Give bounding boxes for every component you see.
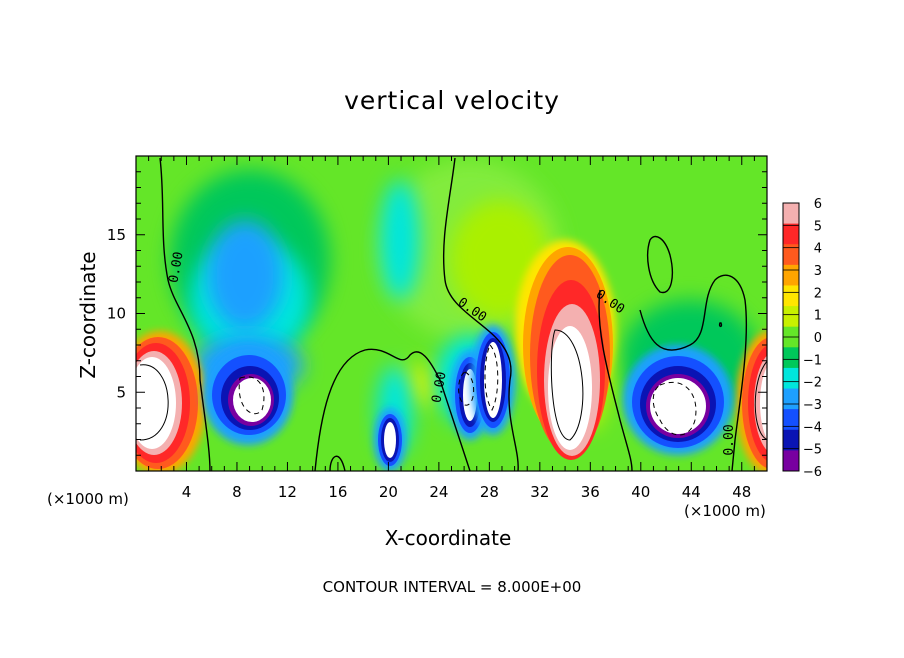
downdraft-4 [471, 325, 515, 435]
zero-contour-1 [442, 157, 519, 471]
colorbar-label: −4 [803, 420, 822, 435]
positive-contour-1 [754, 360, 767, 440]
negative-contour-0 [238, 376, 265, 415]
colorbar-swatch [783, 285, 799, 307]
x-tick-label: 8 [232, 483, 242, 501]
colorbar-swatch [783, 244, 799, 266]
contour-interval-note: CONTOUR INTERVAL = 8.000E+00 [322, 578, 582, 596]
right-updraft [736, 331, 767, 471]
x-tick-label: 48 [732, 483, 751, 501]
colorbar-swatch [783, 388, 799, 410]
colorbar: 6 5 4 3 2 1 0 −1 −2 −3 −4 −5 −6 [782, 197, 822, 480]
x-unit-label-left: (×1000 m) [47, 490, 129, 508]
zero-contour-label: 0.00 [722, 424, 737, 455]
x-tick-label: 24 [429, 483, 448, 501]
colorbar-swatch [783, 223, 799, 245]
downdraft-5 [623, 345, 733, 455]
negative-contour-2 [484, 344, 499, 411]
downdraft-2-band-3 [384, 422, 396, 458]
x-axis-label: X-coordinate [384, 526, 512, 550]
negative-contour-1 [458, 371, 475, 406]
central-updraft [515, 240, 615, 460]
x-tick-label: 28 [480, 483, 499, 501]
colorbar-label: 5 [814, 219, 822, 234]
colorbar-label: −5 [803, 443, 822, 458]
colorbar-label: 1 [814, 309, 822, 324]
colorbar-label: −6 [803, 465, 822, 480]
colorbar-label: −2 [803, 376, 822, 391]
colorbar-label: 4 [814, 242, 822, 257]
colorbar-swatch [783, 450, 799, 472]
colorbar-swatch [783, 367, 799, 390]
x-tick-label: 40 [631, 483, 650, 501]
x-tick-label: 32 [530, 483, 549, 501]
colorbar-swatch [783, 409, 799, 431]
colorbar-swatch [783, 203, 799, 225]
velocity-field [136, 156, 767, 471]
zero-contour-2 [314, 348, 471, 471]
field-shade-2 [380, 180, 420, 300]
colorbar-label: 6 [814, 197, 822, 212]
right-updraft-band-4 [760, 366, 767, 440]
colorbar-label: −3 [803, 398, 822, 413]
y-tick-label: 15 [107, 226, 126, 244]
x-tick-label: 4 [182, 483, 192, 501]
zero-contour-7 [718, 322, 723, 328]
field-shade-5 [207, 220, 283, 330]
negative-contour-3 [652, 382, 697, 436]
zero-contour-label: 0.00 [166, 251, 186, 284]
colorbar-swatch [783, 429, 799, 451]
positive-contour-0 [139, 364, 169, 441]
zero-contour-0 [159, 157, 211, 471]
y-tick-label: 10 [107, 305, 126, 323]
chart-title: vertical velocity [344, 86, 560, 115]
left-updraft-band-4 [136, 357, 176, 449]
colorbar-label: 2 [814, 286, 822, 301]
positive-contour-2 [550, 329, 584, 441]
x-unit-label-right: (×1000 m) [684, 502, 766, 520]
y-tick-label: 5 [116, 383, 126, 401]
downdraft-1 [203, 345, 293, 445]
y-axis-label: Z-coordinate [76, 251, 100, 379]
zero-contour-label: 0.00 [429, 371, 449, 404]
downdraft-5-band-4 [650, 378, 706, 434]
colorbar-label: −1 [803, 353, 822, 368]
x-tick-label: 20 [379, 483, 398, 501]
colorbar-label: 0 [814, 331, 822, 346]
x-tick-label: 36 [581, 483, 600, 501]
zero-contour-6 [329, 455, 346, 471]
downdraft-2 [374, 408, 406, 471]
downdraft-4-band-3 [484, 342, 502, 418]
x-tick-label: 12 [278, 483, 297, 501]
colorbar-swatch [783, 264, 799, 286]
x-tick-label: 16 [328, 483, 347, 501]
zero-contour-3 [598, 289, 633, 471]
colorbar-swatch [783, 306, 799, 328]
colorbar-swatch [783, 347, 799, 369]
zero-contour-4 [639, 274, 748, 471]
left-updraft [136, 331, 206, 471]
central-updraft-band-5 [548, 326, 592, 450]
colorbar-label: 3 [814, 264, 822, 279]
downdraft-1-band-4 [233, 378, 271, 422]
zero-contour-5 [647, 235, 673, 294]
x-tick-label: 44 [682, 483, 701, 501]
